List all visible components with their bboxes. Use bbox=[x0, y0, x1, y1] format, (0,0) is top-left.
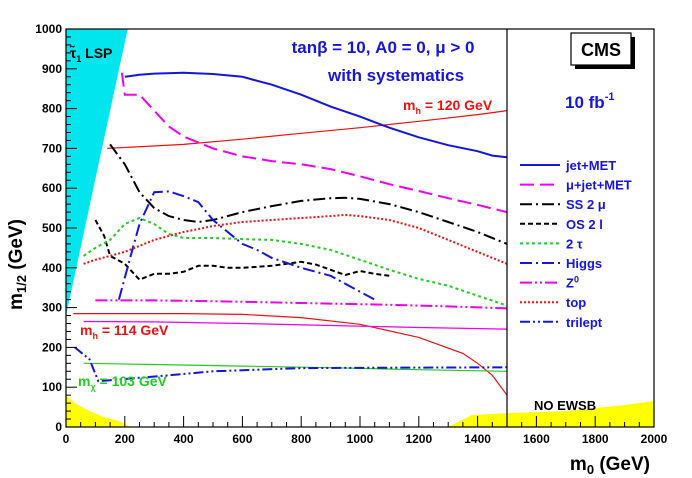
legend-label-2: SS 2 μ bbox=[566, 197, 606, 212]
x-tick-label-0: 0 bbox=[63, 432, 70, 446]
x-axis-title: m0 (GeV) bbox=[570, 454, 650, 477]
x-tick-label-7: 1400 bbox=[464, 432, 491, 446]
y-tick-label-5: 500 bbox=[42, 221, 62, 235]
y-tick-label-2: 200 bbox=[42, 340, 62, 354]
x-tick-label-5: 1000 bbox=[347, 432, 374, 446]
stau-text: LSP bbox=[81, 45, 112, 61]
x-tick-label-9: 1800 bbox=[582, 432, 609, 446]
x-axis-title-unit: (GeV) bbox=[594, 454, 650, 475]
reach-curves bbox=[74, 71, 508, 383]
mh-114-base: m bbox=[80, 322, 92, 338]
no-ewsb-label: NO EWSB bbox=[534, 398, 596, 413]
no-ewsb-region-1 bbox=[448, 401, 654, 427]
legend-label-7: top bbox=[566, 295, 586, 310]
series-line-5 bbox=[117, 190, 376, 301]
y-tick-label-8: 800 bbox=[42, 102, 62, 116]
mchi-text: = 103 GeV bbox=[96, 373, 168, 389]
luminosity-label: 10 fb-1 bbox=[565, 91, 614, 112]
cms-label-box bbox=[570, 32, 632, 66]
legend-label-0: jet+MET bbox=[565, 158, 616, 173]
y-tick-label-6: 600 bbox=[42, 181, 62, 195]
mh-120-sub: h bbox=[415, 106, 421, 116]
legend-label-8: trilept bbox=[566, 315, 603, 330]
x-tick-label-6: 1200 bbox=[405, 432, 432, 446]
series-line-4 bbox=[83, 216, 508, 307]
mh-114-label: mh = 114 GeV bbox=[80, 322, 169, 341]
stau-lsp-region bbox=[66, 29, 128, 316]
chart-title: tanβ = 10, A0 = 0, μ > 0 bbox=[292, 38, 475, 57]
legend-label-1: μ+jet+MET bbox=[566, 178, 632, 193]
legend-label-5: Higgs bbox=[566, 256, 602, 271]
mh-114-text: = 114 GeV bbox=[98, 322, 169, 338]
magenta-thin-line bbox=[83, 320, 508, 330]
mchi-103-label: mχ = 103 GeV bbox=[78, 373, 168, 392]
y-tick-label-1: 100 bbox=[42, 380, 62, 394]
series-line-1 bbox=[120, 72, 508, 214]
x-axis: 0 200 400 600 800 1000 1200 1400 1600 1800 2000 bbox=[63, 416, 668, 446]
legend-label-4: 2 τ bbox=[566, 236, 583, 251]
mh-120-line bbox=[107, 110, 508, 149]
chart-subtitle: with systematics bbox=[327, 66, 464, 85]
luminosity-base: 10 fb bbox=[565, 93, 605, 112]
y-tick-label-0: 0 bbox=[55, 420, 62, 434]
mh-120-text: = 120 GeV bbox=[421, 97, 493, 113]
y-tick-label-4: 400 bbox=[42, 261, 62, 275]
x-axis-title-sub: 0 bbox=[587, 462, 594, 477]
legend-label-3: OS 2 l bbox=[566, 217, 603, 232]
legend-label-6: Z0 bbox=[566, 275, 579, 291]
series-line-2 bbox=[109, 143, 508, 245]
stau-glyph: τ̃ bbox=[69, 44, 77, 61]
series-line-3 bbox=[94, 219, 390, 281]
legend: jet+MET μ+jet+MET SS 2 μ OS 2 l 2 τ Higgs Z0 to… bbox=[520, 158, 632, 330]
y-tick-label-3: 300 bbox=[42, 301, 62, 315]
stau-lsp-label: τ̃1 LSP bbox=[69, 44, 112, 64]
series-line-7 bbox=[83, 213, 508, 265]
x-axis-title-base: m bbox=[570, 454, 587, 475]
luminosity-exp: -1 bbox=[605, 91, 615, 103]
x-tick-label-4: 800 bbox=[291, 432, 311, 446]
y-tick-label-7: 700 bbox=[42, 141, 62, 155]
mh-120-label: mh = 120 GeV bbox=[403, 97, 493, 116]
mh-114-sub: h bbox=[92, 331, 98, 341]
x-tick-label-2: 400 bbox=[174, 432, 194, 446]
mchi-103-line bbox=[83, 362, 508, 372]
y-tick-label-9: 900 bbox=[42, 62, 62, 76]
x-tick-label-10: 2000 bbox=[641, 432, 668, 446]
series-line-0 bbox=[124, 71, 508, 159]
y-axis-title-base: m bbox=[6, 293, 27, 310]
x-tick-label-8: 1600 bbox=[523, 432, 550, 446]
mchi-sub: χ bbox=[90, 382, 96, 392]
y-axis-title: m1/2 (GeV) bbox=[6, 219, 29, 310]
y-axis-title-unit: (GeV) bbox=[6, 219, 27, 275]
cms-label: CMS bbox=[581, 40, 621, 60]
y-axis: 0 100 200 300 400 500 600 700 800 900 1000 bbox=[35, 22, 77, 434]
x-tick-label-3: 600 bbox=[232, 432, 252, 446]
mchi-base: m bbox=[78, 373, 90, 389]
shaded-regions bbox=[66, 29, 654, 427]
y-axis-title-sub: 1/2 bbox=[14, 275, 29, 293]
y-tick-label-10: 1000 bbox=[35, 22, 62, 36]
no-ewsb-region-0 bbox=[66, 395, 131, 427]
mh-120-base: m bbox=[403, 97, 415, 113]
series-line-6 bbox=[95, 299, 508, 310]
guide-lines bbox=[73, 110, 508, 396]
stau-sub: 1 bbox=[76, 54, 81, 64]
x-tick-label-1: 200 bbox=[115, 432, 135, 446]
